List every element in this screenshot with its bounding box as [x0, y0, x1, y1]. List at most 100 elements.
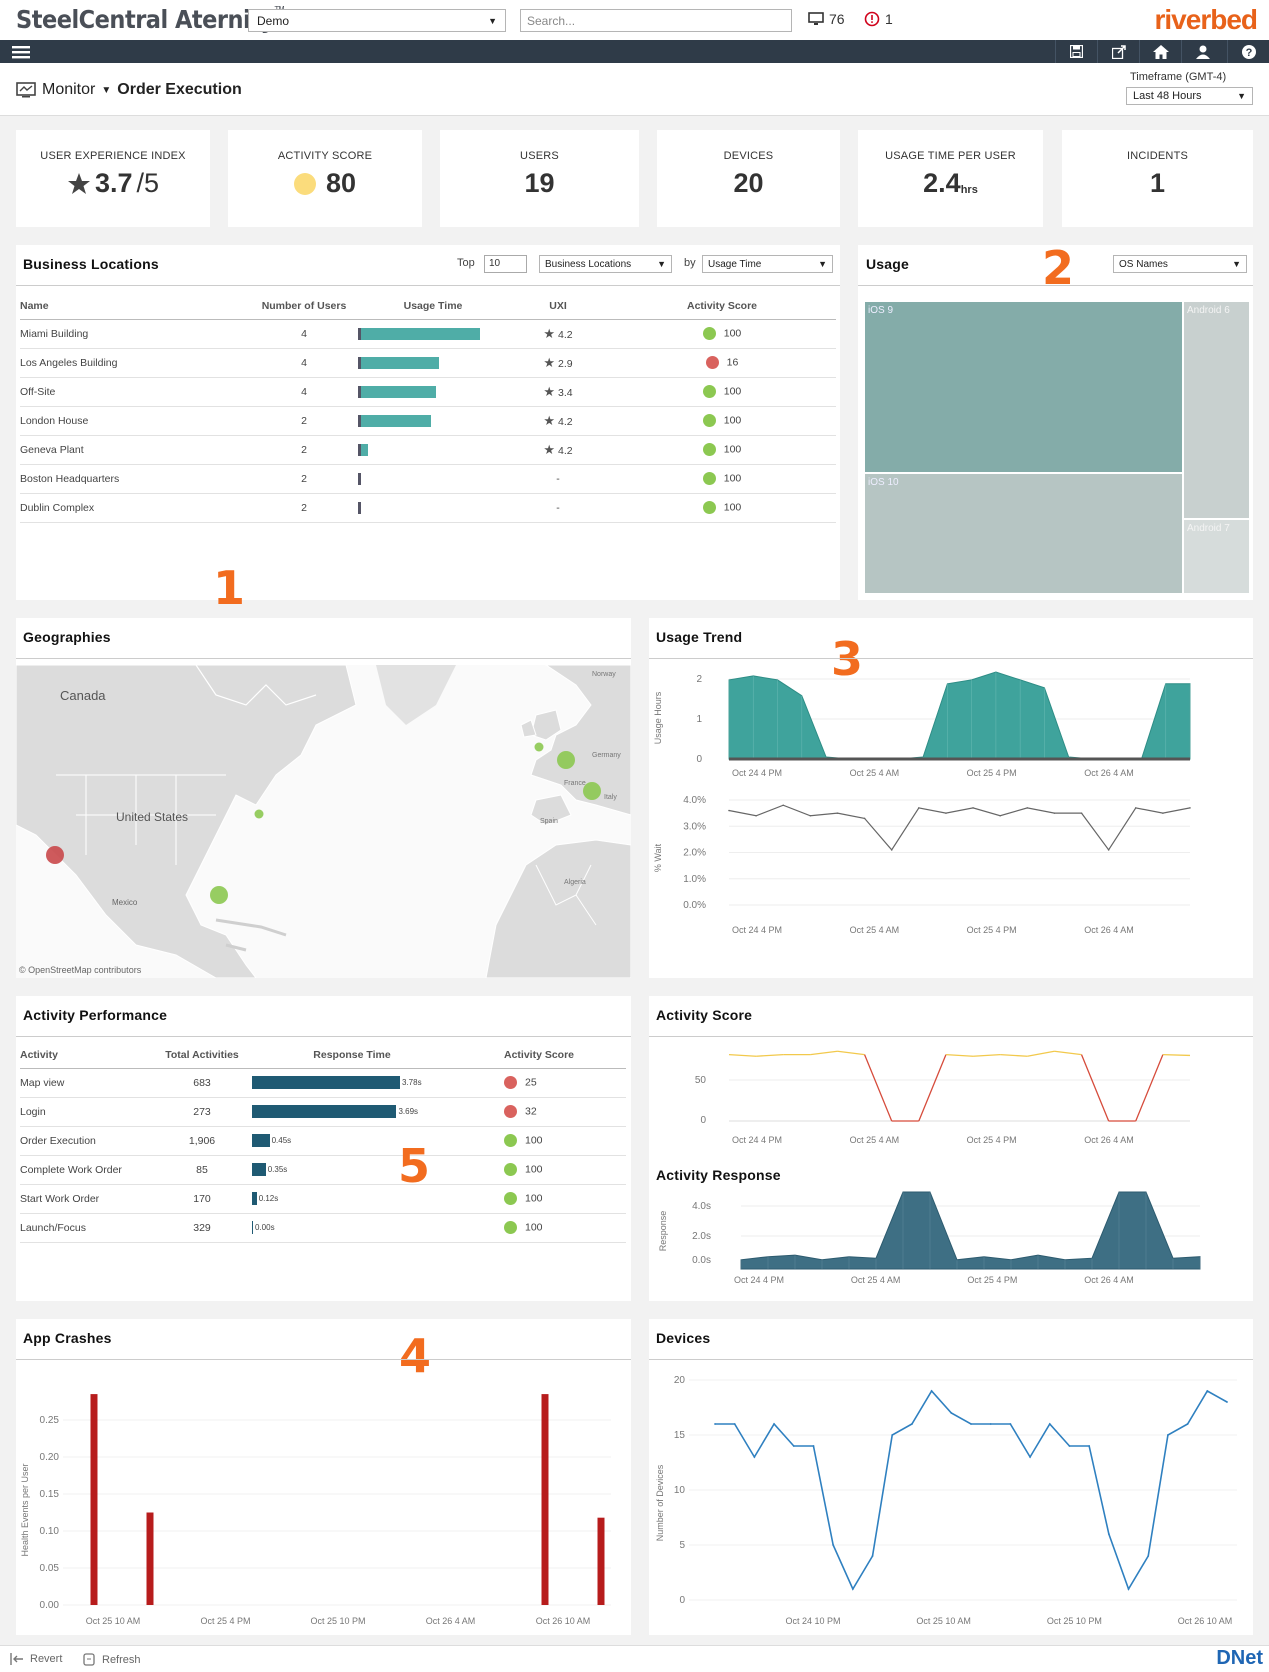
map-marker-boston[interactable]: [254, 809, 264, 819]
column-header[interactable]: Total Activities: [152, 1042, 252, 1069]
group-by-select[interactable]: Business Locations ▼: [539, 255, 672, 273]
devices-point-11: [930, 1390, 933, 1392]
table-row[interactable]: Launch/Focus 329 0.00s 100: [20, 1213, 626, 1243]
crash-bar-0: [90, 1394, 98, 1605]
section-menu[interactable]: Monitor: [42, 81, 96, 98]
score-dot-icon: [702, 385, 716, 398]
kpi-activity-score[interactable]: ACTIVITY SCORE 80: [228, 130, 422, 227]
column-header[interactable]: Activity: [20, 1042, 152, 1069]
chevron-down-icon[interactable]: ▼: [101, 84, 112, 96]
devices-point-7: [851, 1588, 854, 1590]
y-tick-label: 0: [700, 1115, 706, 1126]
help-icon[interactable]: ?: [1227, 40, 1269, 63]
world-map[interactable]: Canada United States Mexico Norway Germa…: [16, 665, 631, 978]
table-row[interactable]: Start Work Order 170 0.12s 100: [20, 1184, 626, 1214]
table-row[interactable]: Login 273 3.69s 32: [20, 1097, 626, 1127]
menu-icon[interactable]: [0, 40, 42, 63]
nav-bar: ?: [0, 40, 1269, 63]
kpi-devices[interactable]: DEVICES 20: [657, 130, 840, 227]
panel-title: Usage Trend: [656, 629, 743, 645]
table-row[interactable]: Miami Building 4 ★ 4.2 100: [20, 319, 836, 349]
tile-ios9[interactable]: iOS 9: [865, 302, 1184, 474]
tile-android6[interactable]: Android 6: [1184, 302, 1249, 520]
column-header[interactable]: UXI: [508, 293, 608, 320]
x-tick-label: Oct 25 4 PM: [967, 1135, 1017, 1145]
y-tick-label: 3.0%: [683, 821, 706, 832]
uxi-cell: -: [508, 464, 608, 494]
column-header[interactable]: Activity Score: [608, 293, 836, 320]
score-cell: 100: [608, 377, 836, 407]
user-count: 2: [250, 464, 358, 494]
usage-trend-chart[interactable]: 2 1 0 Usage Hours Oct 24 4 PM Oct 25 4 AM Oct …: [649, 658, 1253, 978]
table-row[interactable]: Geneva Plant 2 ★ 4.2 100: [20, 435, 836, 465]
response-bar: [252, 1134, 270, 1147]
os-names-select[interactable]: OS Names ▼: [1113, 255, 1247, 273]
map-marker-dublin[interactable]: [534, 742, 544, 752]
table-row[interactable]: Complete Work Order 85 0.35s 100: [20, 1155, 626, 1185]
top-count-input[interactable]: 10: [484, 255, 527, 273]
column-header[interactable]: Activity Score: [452, 1042, 626, 1069]
location-name: Dublin Complex: [20, 493, 250, 523]
external-link-icon[interactable]: [1097, 40, 1139, 63]
chevron-down-icon: ▼: [657, 259, 666, 269]
map-marker-miami[interactable]: [210, 886, 228, 904]
devices-chart[interactable]: 20 15 10 5 0 Number of Devices Oct 24 10 PM Oct…: [649, 1360, 1253, 1635]
sort-by-select[interactable]: Usage Time ▼: [702, 255, 833, 273]
alerts-indicator[interactable]: 1: [864, 11, 893, 27]
map-marker-los-angeles[interactable]: [46, 846, 64, 864]
kpi-incidents[interactable]: INCIDENTS 1: [1062, 130, 1253, 227]
score-segment-13: [1080, 1054, 1110, 1122]
wait-point-1: [755, 814, 757, 817]
revert-button[interactable]: Revert: [10, 1653, 62, 1665]
x-tick-label: Oct 25 4 PM: [967, 1275, 1017, 1285]
table-row[interactable]: London House 2 ★ 4.2 100: [20, 406, 836, 436]
breadcrumb: Monitor ▼ Order Execution: [16, 81, 242, 99]
activity-response-chart[interactable]: 4.0s 2.0s 0.0s Response Oct 24 4 PM Oct 25 4 …: [649, 1176, 1253, 1301]
table-row[interactable]: Map view 683 3.78s 25: [20, 1068, 626, 1098]
tile-ios10[interactable]: iOS 10: [865, 474, 1184, 593]
tile-android7[interactable]: Android 7: [1184, 520, 1249, 593]
column-header[interactable]: Response Time: [252, 1042, 452, 1069]
table-row[interactable]: Off-Site 4 ★ 3.4 100: [20, 377, 836, 407]
column-header[interactable]: Usage Time: [358, 293, 508, 320]
score-dot-icon: [702, 443, 716, 456]
table-row[interactable]: Los Angeles Building 4 ★ 2.9 16: [20, 348, 836, 378]
score-segment-3: [810, 1050, 838, 1056]
top-label: Top: [457, 257, 475, 269]
usage-bar-cell: [358, 319, 508, 349]
devices-point-13: [970, 1423, 972, 1425]
column-header[interactable]: Name: [20, 293, 250, 320]
kpi-uxi[interactable]: USER EXPERIENCE INDEX 3.7/5: [16, 130, 210, 227]
activity-score-chart[interactable]: 50 0 Oct 24 4 PM Oct 25 4 AM Oct 25 4 PM Oct …: [649, 1036, 1253, 1151]
annotation-marker: 4: [399, 1329, 432, 1383]
table-row[interactable]: Boston Headquarters 2 -100: [20, 464, 836, 494]
app-crashes-chart[interactable]: 0.25 0.20 0.15 0.10 0.05 0.00 Health Events pe…: [16, 1360, 631, 1635]
svg-text:?: ?: [1245, 47, 1252, 59]
user-count: 2: [250, 493, 358, 523]
x-tick-label: Oct 25 4 PM: [967, 925, 1017, 935]
devices-indicator[interactable]: 76: [808, 11, 845, 27]
devices-point-6: [832, 1544, 835, 1546]
column-header[interactable]: Number of Users: [250, 293, 358, 320]
home-icon[interactable]: [1139, 40, 1181, 63]
table-row[interactable]: Dublin Complex 2 -100: [20, 493, 836, 523]
demo-select[interactable]: Demo ▼: [248, 9, 506, 32]
x-tick-label: Oct 26 4 AM: [1084, 1135, 1134, 1145]
map-marker-geneva[interactable]: [583, 782, 601, 800]
wait-point-13: [1080, 812, 1083, 814]
activity-total: 85: [152, 1155, 252, 1185]
save-icon[interactable]: [1055, 40, 1097, 63]
kpi-users[interactable]: USERS 19: [440, 130, 639, 227]
chevron-down-icon: ▼: [818, 259, 827, 269]
map-marker-london[interactable]: [557, 751, 575, 769]
user-icon[interactable]: [1181, 40, 1223, 63]
refresh-icon: [83, 1653, 95, 1666]
search-input[interactable]: Search...: [520, 9, 792, 32]
app-crashes-panel: App Crashes 4 0.25 0.20 0.15 0.10 0.05 0.00 He…: [16, 1319, 631, 1635]
refresh-button[interactable]: Refresh: [82, 1653, 141, 1666]
table-row[interactable]: Order Execution 1,906 0.45s 100: [20, 1126, 626, 1156]
user-count: 4: [250, 348, 358, 378]
x-tick-label: Oct 25 4 AM: [850, 768, 900, 778]
timeframe-select[interactable]: Last 48 Hours ▼: [1126, 87, 1253, 105]
kpi-usage-time[interactable]: USAGE TIME PER USER 2.4 hrs: [858, 130, 1043, 227]
